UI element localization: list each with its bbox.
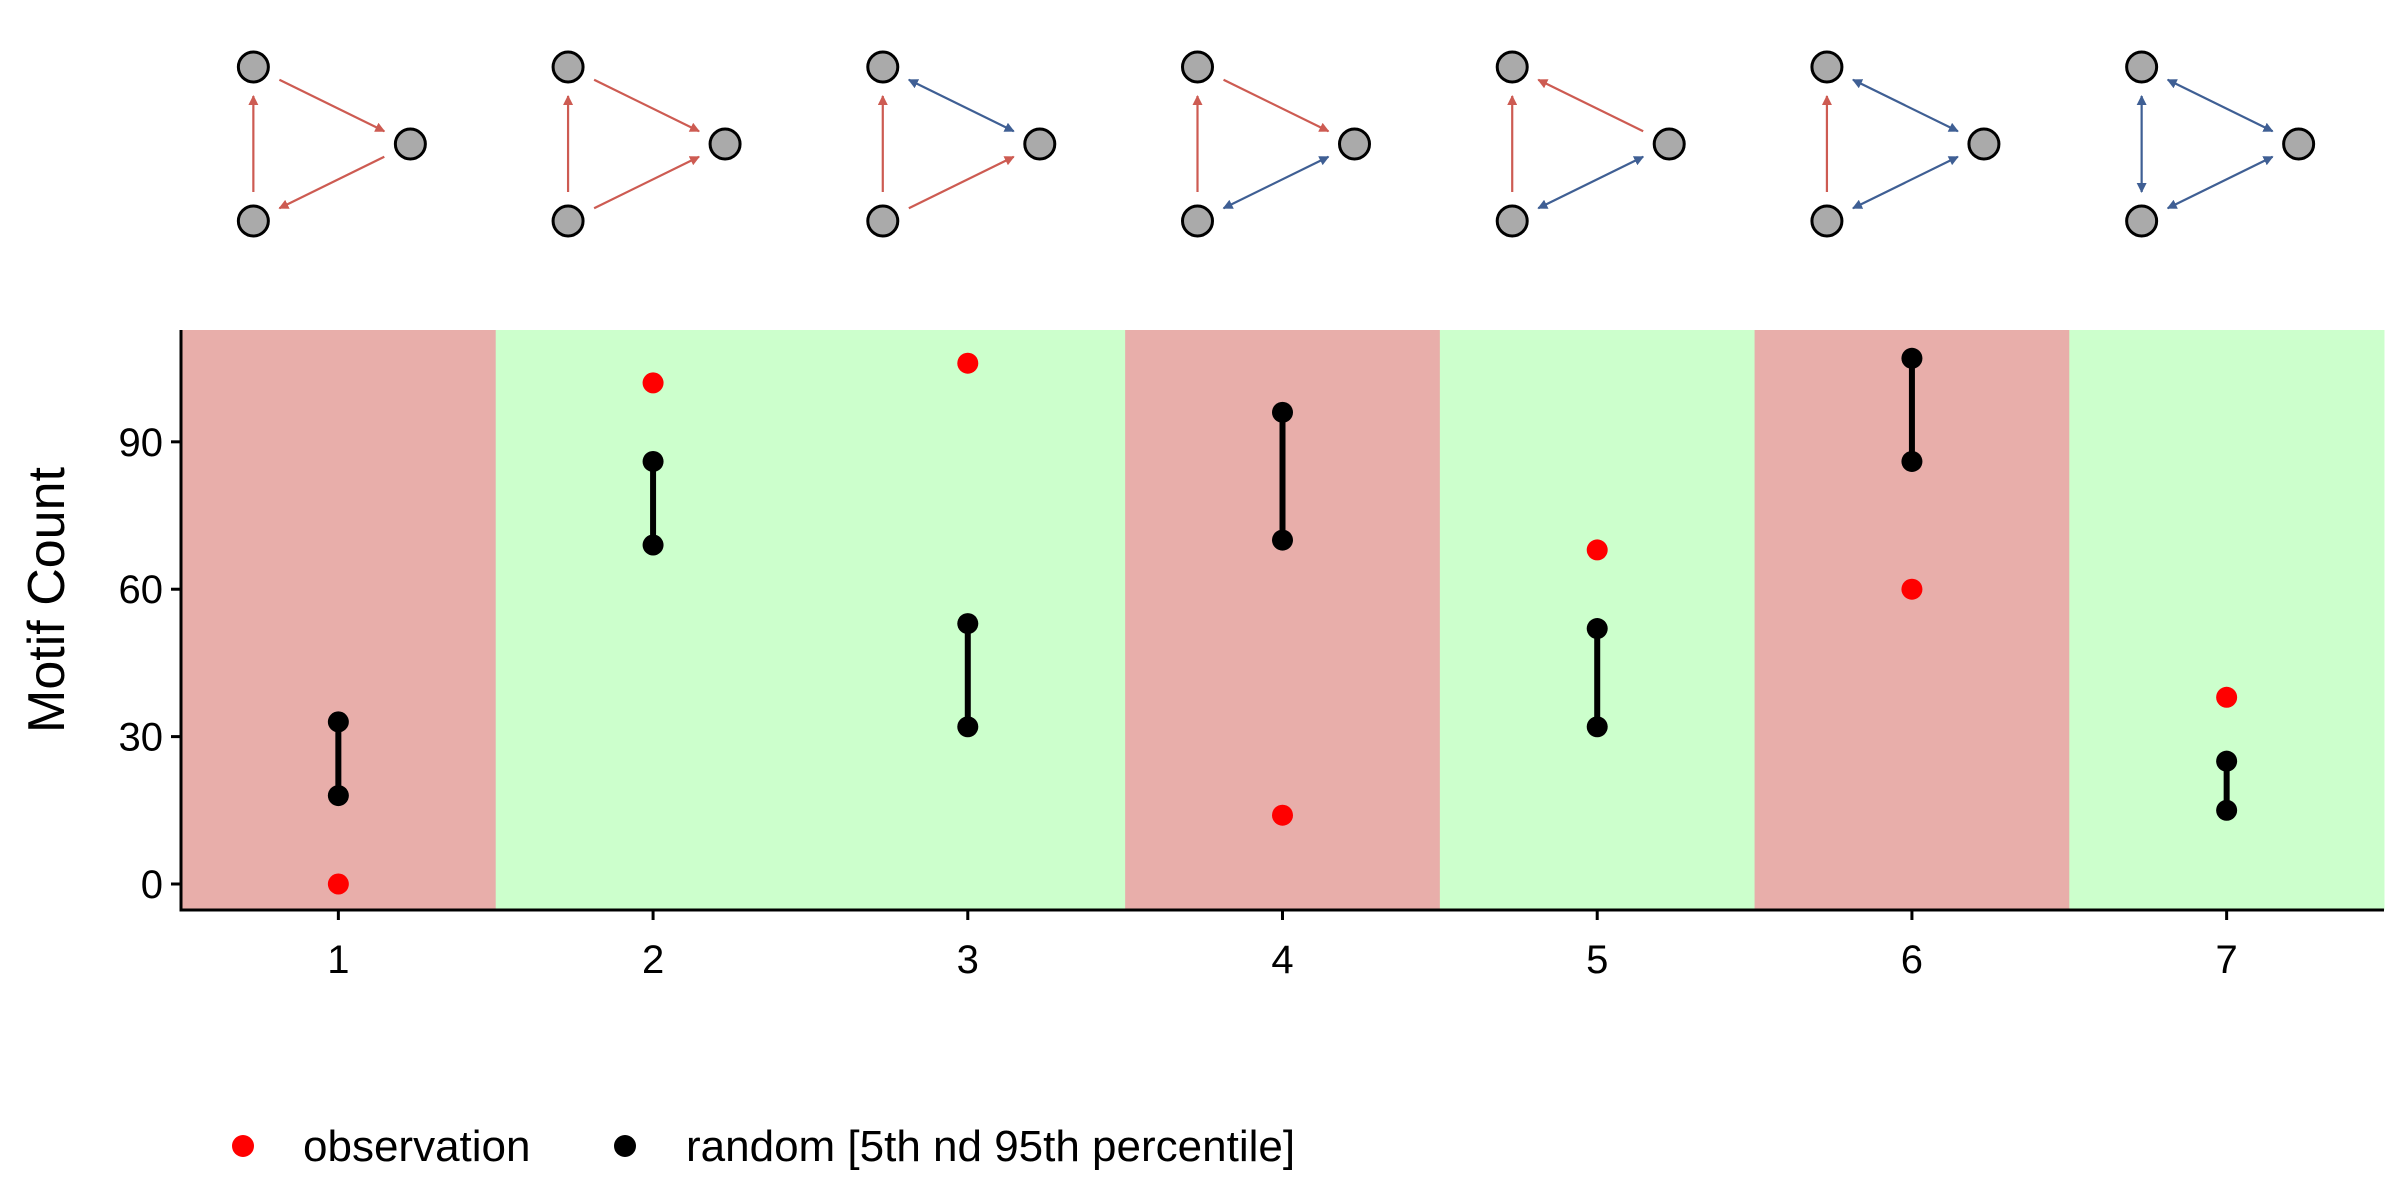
legend-random-swatch <box>614 1135 636 1157</box>
motif-node-C <box>1652 127 1686 161</box>
motif-1 <box>236 50 427 238</box>
random-high-point-7 <box>2216 750 2238 772</box>
x-tick-label-2: 2 <box>642 938 664 982</box>
motif-node-A <box>1810 50 1844 84</box>
observation-point-2 <box>642 372 664 394</box>
motif-edge-AC <box>278 78 386 133</box>
motif-edge-BC <box>1852 155 1959 210</box>
motif-node-C <box>1967 127 2001 161</box>
y-tick-label-0: 0 <box>141 863 163 907</box>
motif-node-B <box>236 204 270 238</box>
random-high-point-6 <box>1901 347 1923 369</box>
motif-7 <box>2125 50 2316 238</box>
legend-observation-swatch <box>232 1135 254 1157</box>
motif-edge-BC <box>908 155 1015 210</box>
motif-node-A <box>551 50 585 84</box>
y-tick-label-30: 30 <box>119 716 164 760</box>
random-low-point-2 <box>642 534 664 556</box>
motif-node-A <box>1495 50 1529 84</box>
random-low-point-6 <box>1901 450 1923 472</box>
motif-node-B <box>551 204 585 238</box>
motif-node-A <box>866 50 900 84</box>
y-tick-label-60: 60 <box>119 568 164 612</box>
motif-node-B <box>2125 204 2159 238</box>
motif-node-B <box>866 204 900 238</box>
motif-node-A <box>2125 50 2159 84</box>
motif-node-B <box>1181 204 1214 238</box>
motif-edge-AC <box>2166 78 2274 133</box>
random-low-point-5 <box>1586 716 1608 738</box>
x-tick-label-7: 7 <box>2216 938 2238 982</box>
random-low-point-1 <box>327 785 349 807</box>
motif-edge-AC <box>1852 78 1959 133</box>
motif-edge-BC <box>593 155 700 210</box>
random-low-point-3 <box>957 716 979 738</box>
random-high-point-5 <box>1586 618 1608 640</box>
random-high-point-4 <box>1272 401 1293 423</box>
motif-edge-CA <box>1537 78 1644 133</box>
motif-diagrams <box>236 50 2316 238</box>
motif-edge-AC <box>1223 78 1330 133</box>
data-marks <box>327 347 2238 895</box>
observation-point-4 <box>1272 804 1293 826</box>
motif-node-C <box>1023 127 1057 161</box>
legend: observation random [5th nd 95th percenti… <box>232 1122 1295 1171</box>
motif-edge-CB <box>278 155 385 210</box>
motif-3 <box>866 50 1057 238</box>
motif-6 <box>1810 50 2001 238</box>
x-tick-label-1: 1 <box>327 938 349 982</box>
observation-point-6 <box>1901 578 1923 600</box>
random-low-point-4 <box>1272 529 1293 551</box>
motif-node-A <box>1181 50 1214 84</box>
legend-random-label: random [5th nd 95th percentile] <box>686 1122 1295 1171</box>
motif-node-C <box>1338 127 1371 161</box>
motif-2 <box>551 50 742 238</box>
observation-point-5 <box>1586 539 1608 561</box>
motif-node-A <box>236 50 270 84</box>
category-band-1 <box>181 330 497 910</box>
x-tick-label-3: 3 <box>957 938 979 982</box>
legend-observation-label: observation <box>303 1122 530 1171</box>
motif-edge-AC <box>593 78 700 133</box>
random-high-point-3 <box>957 613 979 635</box>
motif-node-C <box>2282 127 2316 161</box>
motif-node-B <box>1495 204 1529 238</box>
random-high-point-2 <box>642 450 664 472</box>
motif-5 <box>1495 50 1686 238</box>
x-tick-label-6: 6 <box>1901 938 1923 982</box>
x-tick-label-4: 4 <box>1271 938 1293 982</box>
observation-point-1 <box>327 873 349 895</box>
category-backgrounds <box>181 330 2385 910</box>
y-axis-title: Motif Count <box>18 467 76 733</box>
motif-edge-BC <box>1537 155 1645 210</box>
random-low-point-7 <box>2216 799 2238 821</box>
axes: 0 30 60 90 1 2 3 4 5 6 7 <box>119 330 2384 982</box>
random-high-point-1 <box>327 711 349 733</box>
motif-node-B <box>1810 204 1844 238</box>
category-band-7 <box>2069 330 2385 910</box>
motif-node-C <box>708 127 742 161</box>
x-tick-label-5: 5 <box>1586 938 1608 982</box>
motif-edge-BC <box>1222 155 1330 210</box>
motif-4 <box>1181 50 1371 238</box>
motif-edge-BC <box>2166 155 2274 210</box>
observation-point-3 <box>957 352 979 374</box>
motif-node-C <box>393 127 427 161</box>
observation-point-7 <box>2216 686 2238 708</box>
category-band-2 <box>495 330 811 910</box>
y-tick-label-90: 90 <box>119 421 164 465</box>
motif-edge-AC <box>907 78 1015 133</box>
